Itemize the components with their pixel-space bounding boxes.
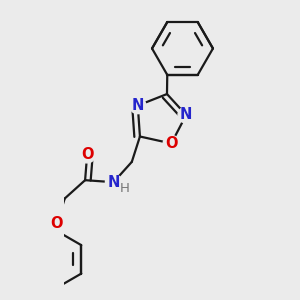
Circle shape [79, 147, 95, 163]
Circle shape [49, 216, 65, 232]
Text: O: O [50, 216, 63, 231]
Circle shape [105, 174, 122, 190]
Circle shape [118, 182, 131, 194]
Text: N: N [132, 98, 144, 113]
Text: N: N [107, 175, 120, 190]
Circle shape [130, 98, 146, 114]
Text: N: N [180, 107, 192, 122]
Circle shape [178, 107, 194, 123]
Text: O: O [81, 147, 93, 162]
Text: H: H [120, 182, 130, 195]
Circle shape [163, 135, 179, 152]
Text: O: O [165, 136, 178, 151]
